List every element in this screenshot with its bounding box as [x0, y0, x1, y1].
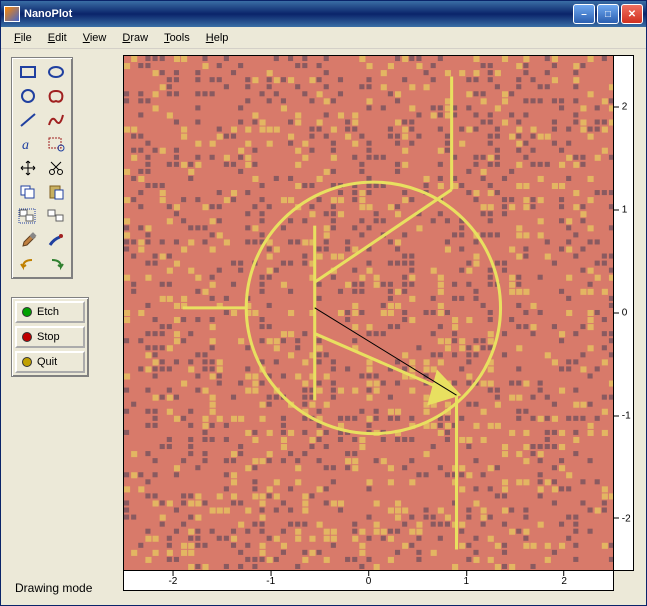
- stop-button[interactable]: Stop: [15, 326, 85, 348]
- quit-button[interactable]: Quit: [15, 351, 85, 373]
- circle-tool[interactable]: [14, 84, 42, 108]
- app-icon: [4, 6, 20, 22]
- menu-draw[interactable]: Draw: [115, 30, 155, 46]
- menu-file[interactable]: File: [7, 30, 39, 46]
- undo-tool[interactable]: [14, 252, 42, 276]
- status-text: Drawing mode: [15, 581, 92, 595]
- line-tool[interactable]: [14, 108, 42, 132]
- closed-curve-tool[interactable]: [42, 84, 70, 108]
- window-controls: – □ ✕: [573, 4, 643, 24]
- vertical-ruler: -2 -1 0 1 2: [614, 55, 634, 571]
- minimize-button[interactable]: –: [573, 4, 595, 24]
- region-tool[interactable]: [42, 132, 70, 156]
- quit-label: Quit: [37, 356, 57, 368]
- etch-label: Etch: [37, 306, 59, 318]
- app-window: NanoPlot – □ ✕ File Edit View Draw Tools…: [0, 0, 647, 606]
- menu-view[interactable]: View: [76, 30, 114, 46]
- horizontal-ruler: -2-1012: [123, 571, 614, 591]
- menu-edit[interactable]: Edit: [41, 30, 74, 46]
- paint-tool[interactable]: [42, 228, 70, 252]
- copy-tool[interactable]: [14, 180, 42, 204]
- drawing-canvas[interactable]: [123, 55, 614, 571]
- canvas-area: -2 -1 0 1 2 -2-1012: [119, 49, 646, 605]
- sidebar: a Etch Stop: [1, 49, 119, 605]
- move-tool[interactable]: [14, 156, 42, 180]
- close-button[interactable]: ✕: [621, 4, 643, 24]
- window-title: NanoPlot: [24, 8, 573, 20]
- quit-led-icon: [22, 357, 32, 367]
- titlebar[interactable]: NanoPlot – □ ✕: [1, 1, 646, 27]
- ungroup-tool[interactable]: [42, 204, 70, 228]
- text-tool[interactable]: a: [14, 132, 42, 156]
- menubar: File Edit View Draw Tools Help: [1, 27, 646, 49]
- etch-button[interactable]: Etch: [15, 301, 85, 323]
- freehand-tool[interactable]: [42, 108, 70, 132]
- menu-help[interactable]: Help: [199, 30, 236, 46]
- maximize-button[interactable]: □: [597, 4, 619, 24]
- etch-led-icon: [22, 307, 32, 317]
- brush-tool[interactable]: [14, 228, 42, 252]
- svg-text:a: a: [22, 138, 29, 153]
- stop-label: Stop: [37, 331, 60, 343]
- paste-tool[interactable]: [42, 180, 70, 204]
- ellipse-tool[interactable]: [42, 60, 70, 84]
- redo-tool[interactable]: [42, 252, 70, 276]
- stop-led-icon: [22, 332, 32, 342]
- group-tool[interactable]: [14, 204, 42, 228]
- content-area: a Etch Stop: [1, 49, 646, 605]
- action-button-group: Etch Stop Quit: [11, 297, 89, 377]
- rectangle-tool[interactable]: [14, 60, 42, 84]
- tool-palette: a: [11, 57, 73, 279]
- menu-tools[interactable]: Tools: [157, 30, 197, 46]
- cut-tool[interactable]: [42, 156, 70, 180]
